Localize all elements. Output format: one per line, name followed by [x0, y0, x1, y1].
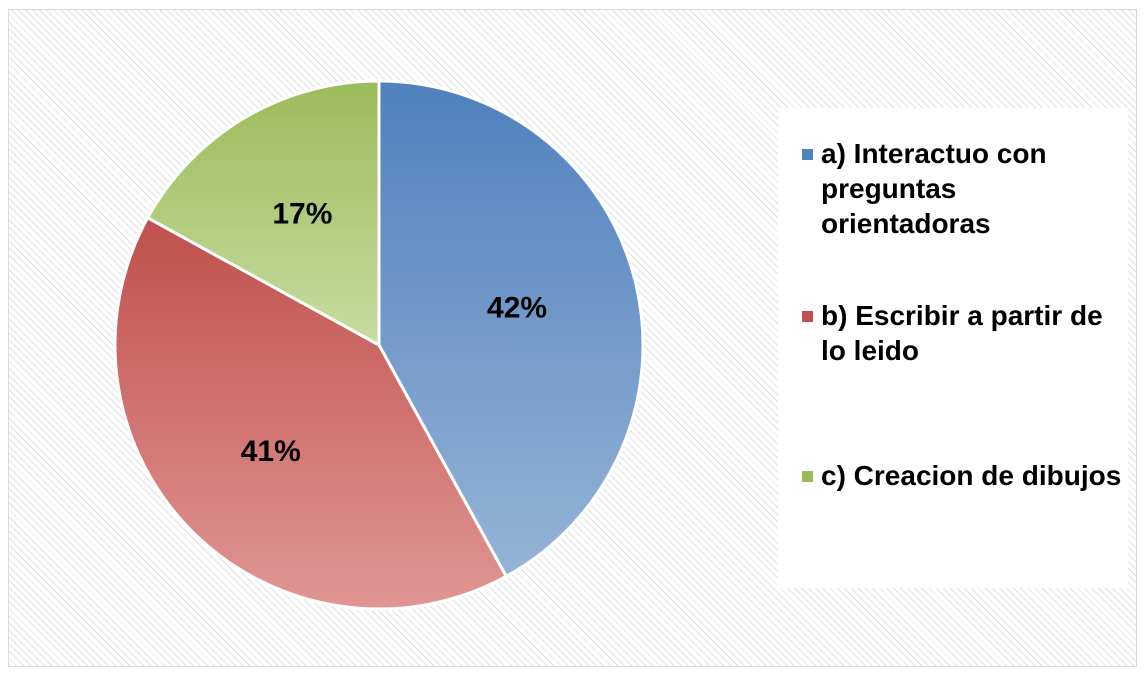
legend-label-a: a) Interactuo con preguntas orientadoras: [821, 138, 1047, 239]
legend-swatch-a: [802, 149, 813, 160]
legend-item-b: b) Escribir a partir de lo leido: [802, 298, 1122, 368]
legend-label-b: b) Escribir a partir de lo leido: [821, 300, 1103, 366]
legend-item-a: a) Interactuo con preguntas orientadoras: [802, 136, 1122, 241]
slice-a: [377, 79, 645, 579]
legend-swatch-b: [802, 311, 813, 322]
legend-swatch-c: [802, 471, 813, 482]
slice-b: [113, 215, 509, 611]
legend: a) Interactuo con preguntas orientadoras…: [778, 108, 1128, 588]
data-label-c: 17%: [272, 197, 332, 230]
slice-c: [145, 79, 381, 348]
data-label-a: 42%: [487, 291, 547, 324]
legend-label-c: c) Creacion de dibujos: [821, 460, 1122, 491]
data-label-b: 41%: [241, 435, 301, 468]
legend-item-c: c) Creacion de dibujos: [802, 458, 1122, 493]
